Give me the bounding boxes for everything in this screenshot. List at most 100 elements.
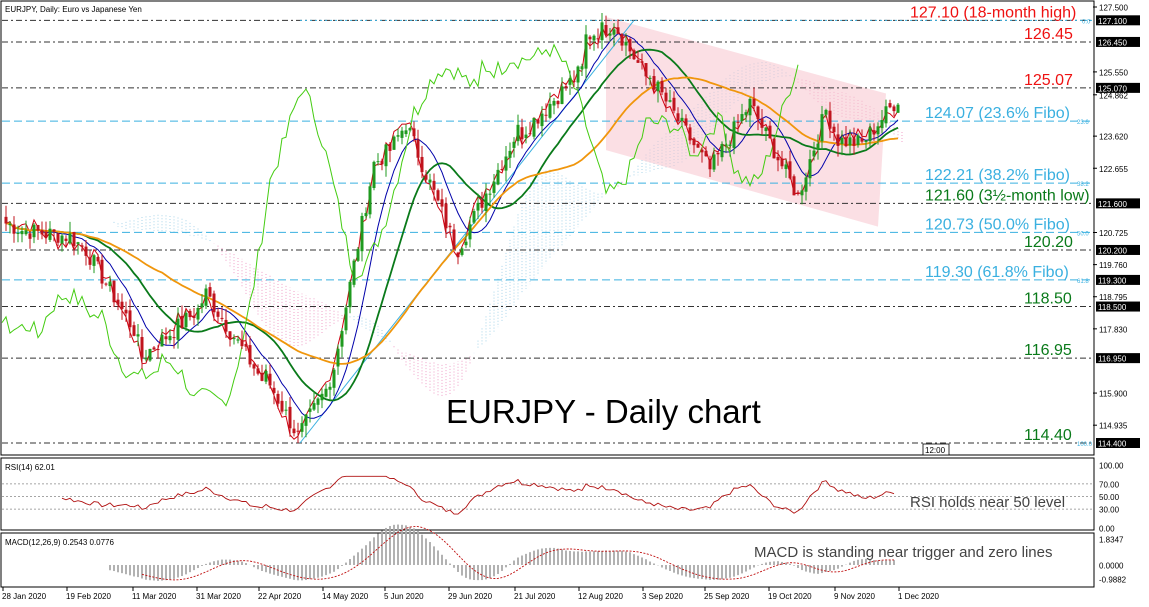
date-label: 11 Mar 2020 bbox=[132, 592, 177, 601]
candle-body bbox=[576, 66, 580, 83]
candle-body bbox=[808, 159, 812, 179]
candle-body bbox=[600, 22, 604, 41]
candle-body bbox=[512, 141, 516, 148]
candle-body bbox=[708, 158, 712, 170]
candle-body bbox=[640, 61, 644, 63]
price-label: 118.795 bbox=[1099, 293, 1128, 302]
candle-body bbox=[796, 192, 800, 194]
candle-body bbox=[424, 174, 428, 180]
sma50-line bbox=[5, 76, 899, 365]
candle-body bbox=[312, 403, 316, 410]
level-annotation: 116.95 bbox=[1024, 342, 1072, 359]
candle-body bbox=[448, 225, 452, 228]
time-box-label: 12:00 bbox=[925, 446, 946, 455]
candle-body bbox=[820, 114, 824, 142]
date-label: 19 Feb 2020 bbox=[66, 592, 111, 601]
candle-body bbox=[608, 33, 612, 36]
price-label: 127.500 bbox=[1099, 4, 1128, 13]
macd-note: MACD is standing near trigger and zero l… bbox=[754, 544, 1052, 561]
candle-body bbox=[72, 231, 76, 247]
annotations: 127.10 (18-month high) 126.45 125.07 124.07… bbox=[910, 4, 1093, 448]
candle-body bbox=[580, 66, 584, 70]
candle-body bbox=[616, 27, 620, 34]
candle-body bbox=[388, 143, 392, 151]
candle-body bbox=[444, 203, 448, 229]
price-label: 114.935 bbox=[1099, 422, 1128, 431]
candle-body bbox=[384, 144, 388, 167]
candle-body bbox=[116, 299, 120, 305]
candle-body bbox=[476, 202, 480, 211]
price-tag: 127.100 bbox=[1098, 17, 1127, 26]
candle-body bbox=[188, 310, 192, 318]
candle-body bbox=[680, 117, 684, 121]
candle-body bbox=[840, 137, 844, 144]
candle-body bbox=[52, 229, 56, 232]
candle-body bbox=[104, 283, 108, 285]
candle-body bbox=[408, 128, 412, 131]
candle-body bbox=[620, 34, 624, 46]
candle-body bbox=[828, 110, 832, 129]
candle-body bbox=[364, 213, 368, 217]
candle-body bbox=[508, 150, 512, 158]
candle-body bbox=[372, 161, 376, 189]
candle-body bbox=[120, 301, 124, 309]
candle-body bbox=[876, 126, 880, 135]
candle-body bbox=[8, 223, 12, 226]
candle-body bbox=[92, 255, 96, 266]
candle-body bbox=[360, 215, 364, 252]
candle-body bbox=[460, 248, 464, 255]
candle-body bbox=[220, 317, 224, 319]
candle-body bbox=[300, 423, 304, 432]
candle-body bbox=[548, 103, 552, 118]
rsi-line bbox=[61, 475, 895, 515]
fibo-ratio-label: 100.0 bbox=[1077, 442, 1093, 448]
candle-body bbox=[564, 86, 568, 88]
candle-body bbox=[296, 430, 300, 432]
price-label: 122.655 bbox=[1099, 165, 1128, 174]
candle-body bbox=[12, 224, 16, 234]
candle-body bbox=[404, 130, 408, 135]
candle-body bbox=[768, 125, 772, 139]
candle-body bbox=[868, 127, 872, 142]
date-label: 21 Jul 2020 bbox=[514, 592, 556, 601]
time-box: 12:00 bbox=[922, 443, 950, 456]
main-panel-frame bbox=[0, 0, 1095, 456]
candle-body bbox=[516, 124, 520, 142]
candle-body bbox=[356, 248, 360, 261]
candle-body bbox=[684, 118, 688, 126]
candle-body bbox=[468, 224, 472, 240]
candle-body bbox=[40, 230, 44, 235]
macd-signal-line bbox=[141, 526, 894, 581]
candle-body bbox=[192, 315, 196, 319]
date-label: 29 Jun 2020 bbox=[448, 592, 493, 601]
candle-body bbox=[484, 193, 488, 211]
candle-body bbox=[112, 280, 116, 303]
candle-body bbox=[272, 387, 276, 394]
candle-body bbox=[592, 35, 596, 41]
candle-body bbox=[560, 86, 564, 104]
price-label: 124.862 bbox=[1099, 91, 1128, 100]
candle-body bbox=[788, 161, 792, 179]
candle-body bbox=[44, 231, 48, 238]
candle-body bbox=[572, 81, 576, 83]
candle-body bbox=[244, 343, 248, 347]
candle-body bbox=[288, 406, 292, 429]
chart-header-title: EURJPY, Daily: Euro vs Japanese Yen bbox=[5, 5, 142, 14]
candle-body bbox=[692, 138, 696, 146]
candle-body bbox=[748, 98, 752, 116]
candle-body bbox=[648, 77, 652, 79]
candle-body bbox=[196, 307, 200, 320]
candle-body bbox=[756, 106, 760, 120]
candle-body bbox=[656, 81, 660, 92]
price-tag-bg bbox=[1096, 301, 1140, 312]
candle-body bbox=[504, 156, 508, 171]
date-label: 12 Aug 2020 bbox=[578, 592, 623, 601]
candle-body bbox=[696, 143, 700, 148]
price-label: 123.620 bbox=[1099, 133, 1128, 142]
candle-body bbox=[496, 169, 500, 185]
candle-body bbox=[432, 180, 436, 190]
price-tag: 120.200 bbox=[1098, 246, 1127, 255]
candle-body bbox=[96, 257, 100, 262]
candle-body bbox=[604, 25, 608, 36]
